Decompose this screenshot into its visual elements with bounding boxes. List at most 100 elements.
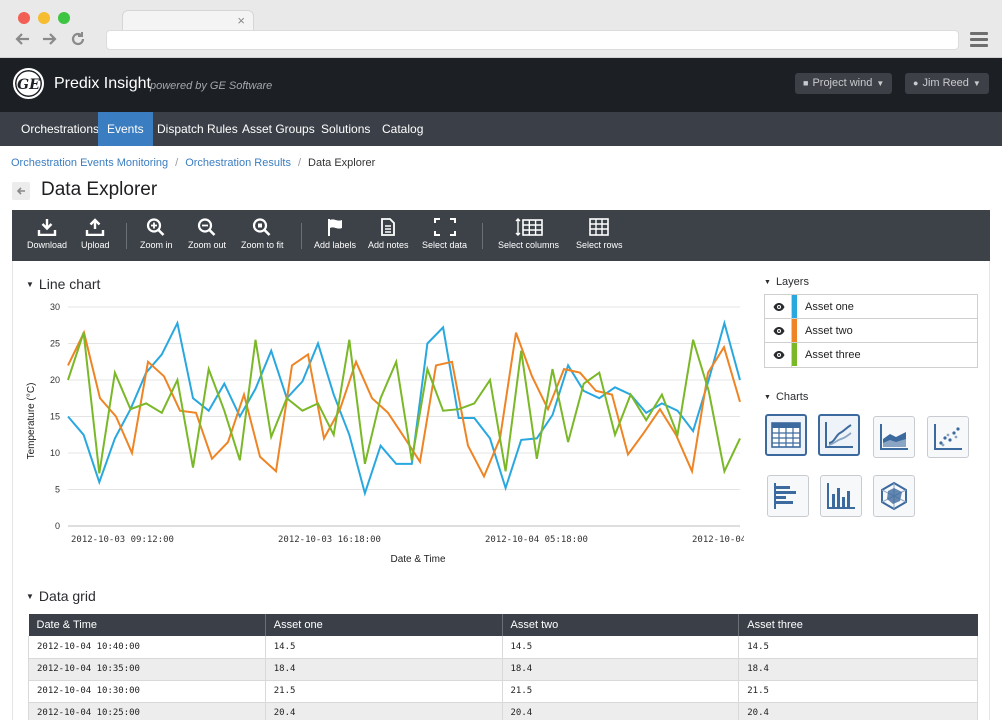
- series-line-asset-three[interactable]: [67, 332, 741, 475]
- forward-arrow-icon[interactable]: [38, 30, 60, 52]
- layer-row[interactable]: Asset one: [765, 295, 977, 319]
- add-notes-label: Add notes: [368, 240, 409, 250]
- hamburger-icon[interactable]: [970, 32, 988, 48]
- column-header[interactable]: Asset three: [738, 614, 978, 636]
- layer-row[interactable]: Asset two: [765, 319, 977, 343]
- caret-down-icon: ▼: [764, 394, 771, 401]
- layer-label: Asset two: [805, 325, 853, 337]
- bar-chart-button[interactable]: [820, 475, 862, 517]
- scatter-chart-icon: [934, 424, 962, 450]
- zoom-in-button[interactable]: Zoom in: [140, 218, 173, 250]
- line-chart-section-toggle[interactable]: ▼ Line chart: [26, 276, 100, 292]
- zoom-fit-icon: [253, 218, 271, 236]
- zoom-in-icon: [147, 218, 165, 236]
- table-chart-button[interactable]: [765, 414, 807, 456]
- nav-orchestrations[interactable]: Orchestrations: [21, 122, 100, 136]
- table-cell: 2012-10-04 10:25:00: [28, 702, 266, 720]
- zoom-to-fit-button[interactable]: Zoom to fit: [241, 218, 284, 250]
- table-row[interactable]: 2012-10-04 10:40:00 14.5 14.5 14.5: [28, 636, 978, 659]
- select-rows-button[interactable]: Select rows: [576, 218, 623, 250]
- maximize-window-button[interactable]: [58, 12, 70, 24]
- charts-title: Charts: [775, 391, 809, 403]
- eye-icon[interactable]: [773, 325, 785, 337]
- column-header[interactable]: Asset two: [502, 614, 740, 636]
- upload-button[interactable]: Upload: [81, 218, 110, 250]
- select-columns-button[interactable]: Select columns: [498, 218, 559, 250]
- table-cell: 2012-10-04 10:40:00: [28, 636, 266, 659]
- nav-dispatch-rules[interactable]: Dispatch Rules: [157, 122, 238, 136]
- data-grid-title: Data grid: [38, 588, 96, 604]
- table-cell: 21.5: [738, 680, 978, 703]
- horizontal-bar-chart-button[interactable]: [767, 475, 809, 517]
- table-cell: 18.4: [738, 658, 978, 681]
- browser-tab[interactable]: ×: [122, 10, 254, 32]
- nav-events[interactable]: Events: [98, 112, 153, 146]
- layers-section-toggle[interactable]: ▼ Layers: [764, 276, 809, 288]
- x-axis-ticks: 2012-10-03 09:12:00 2012-10-03 16:18:00 20…: [71, 535, 744, 545]
- select-columns-icon: [515, 218, 543, 236]
- add-labels-button[interactable]: Add labels: [314, 218, 356, 250]
- y-axis-ticks: 0 5 10 15 20 25 30: [50, 302, 60, 531]
- table-row[interactable]: 2012-10-04 10:30:00 21.5 21.5 21.5: [28, 680, 978, 703]
- table-cell: 20.4: [265, 702, 503, 720]
- user-dropdown[interactable]: ● Jim Reed ▼: [905, 73, 989, 94]
- address-bar[interactable]: [106, 30, 959, 50]
- reload-icon[interactable]: [67, 30, 89, 52]
- minimize-window-button[interactable]: [38, 12, 50, 24]
- toolbar: Download Upload Zoom in Zoom out Zoom to…: [12, 210, 990, 261]
- table-cell: 20.4: [502, 702, 740, 720]
- series-line-asset-two[interactable]: [67, 329, 741, 479]
- breadcrumb-link[interactable]: Orchestration Results: [185, 157, 291, 169]
- download-button[interactable]: Download: [27, 218, 67, 250]
- scatter-chart-button[interactable]: [927, 416, 969, 458]
- table-cell: 18.4: [265, 658, 503, 681]
- table-row[interactable]: 2012-10-04 10:25:00 20.4 20.4 20.4: [28, 702, 978, 720]
- app-header: GE Predix Insight powered by GE Software…: [0, 58, 1002, 112]
- select-data-label: Select data: [422, 240, 468, 250]
- column-header[interactable]: Asset one: [265, 614, 503, 636]
- chevron-down-icon: ▼: [876, 79, 885, 88]
- layer-color-swatch: [792, 295, 797, 318]
- table-cell: 21.5: [502, 680, 740, 703]
- layer-row[interactable]: Asset three: [765, 343, 977, 367]
- data-grid-section-toggle[interactable]: ▼ Data grid: [26, 588, 96, 604]
- tab-close-icon[interactable]: ×: [237, 13, 245, 28]
- charts-section-toggle[interactable]: ▼ Charts: [764, 391, 808, 403]
- close-window-button[interactable]: [18, 12, 30, 24]
- nav-asset-groups[interactable]: Asset Groups: [242, 122, 315, 136]
- series-line-asset-one[interactable]: [67, 319, 741, 497]
- zoom-out-label: Zoom out: [188, 240, 227, 250]
- select-columns-label: Select columns: [498, 240, 560, 250]
- download-icon: [37, 219, 57, 236]
- bar-chart-icon: [827, 483, 855, 509]
- browser-chrome: ×: [0, 0, 1002, 58]
- eye-icon[interactable]: [773, 349, 785, 361]
- toolbar-divider: [126, 223, 127, 249]
- column-header[interactable]: Date & Time: [28, 614, 266, 636]
- toolbar-divider: [301, 223, 302, 249]
- eye-icon[interactable]: [773, 301, 785, 313]
- nav-solutions[interactable]: Solutions: [321, 122, 371, 136]
- line-chart-button[interactable]: [818, 414, 860, 456]
- line-chart-title: Line chart: [38, 276, 101, 292]
- table-cell: 18.4: [502, 658, 740, 681]
- nav-catalog[interactable]: Catalog: [382, 122, 424, 136]
- table-chart-icon: [771, 422, 801, 448]
- x-tick-label: 2012-10-03 16:18:00: [278, 535, 381, 545]
- breadcrumb-link[interactable]: Orchestration Events Monitoring: [11, 157, 169, 169]
- table-cell: 14.5: [502, 636, 740, 659]
- app-title: Predix Insight: [54, 75, 151, 92]
- area-chart-button[interactable]: [873, 416, 915, 458]
- breadcrumb: Orchestration Events Monitoring / Orchestr…: [11, 157, 376, 169]
- add-notes-button[interactable]: Add notes: [368, 218, 409, 250]
- chevron-down-icon: ▼: [972, 79, 981, 88]
- back-button[interactable]: [12, 182, 30, 200]
- table-row[interactable]: 2012-10-04 10:35:00 18.4 18.4 18.4: [28, 658, 978, 681]
- radar-chart-button[interactable]: [873, 475, 915, 517]
- select-data-button[interactable]: Select data: [422, 218, 467, 250]
- project-dropdown[interactable]: ■ Project wind ▼: [795, 73, 893, 94]
- zoom-out-button[interactable]: Zoom out: [188, 218, 226, 250]
- back-arrow-icon[interactable]: [12, 30, 34, 52]
- select-frame-icon: [433, 218, 456, 236]
